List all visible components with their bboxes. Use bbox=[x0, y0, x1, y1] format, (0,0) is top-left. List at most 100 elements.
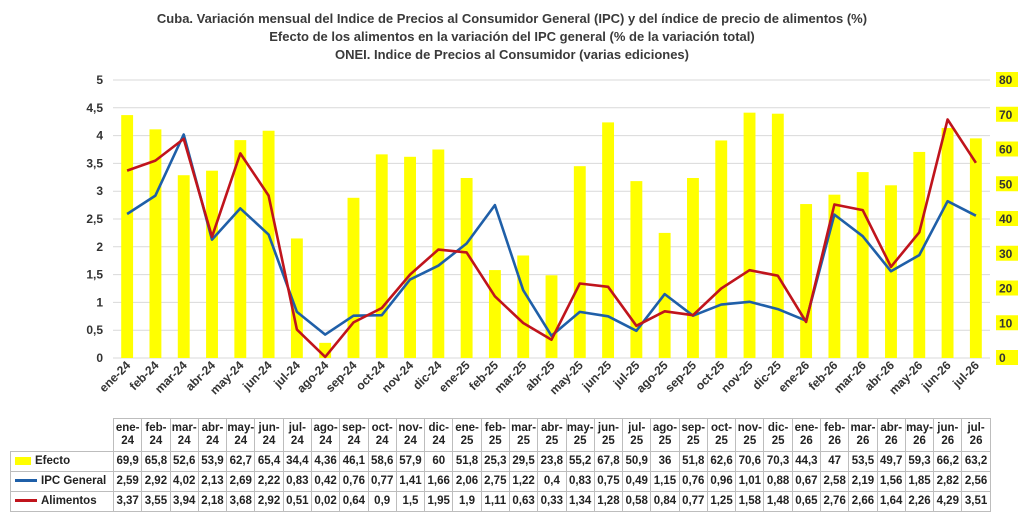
y-left-tick: 4 bbox=[96, 129, 103, 143]
x-tick-label: ene-25 bbox=[436, 358, 473, 395]
x-tick-label: ago-25 bbox=[634, 358, 671, 395]
y-left-tick: 2 bbox=[96, 240, 103, 254]
data-label: 1,64 bbox=[876, 491, 906, 512]
table-header-cell: may-25 bbox=[565, 418, 595, 452]
data-label: 0,75 bbox=[593, 471, 624, 492]
legend-label: IPC General bbox=[41, 475, 107, 487]
table-header-cell: mar-25 bbox=[508, 418, 539, 452]
y-axis-left: 0 0,5 1 1,5 2 2,5 3 3,5 4 4,5 5 bbox=[86, 73, 103, 365]
data-label: 0,02 bbox=[310, 491, 341, 512]
y-right-tick-box bbox=[996, 72, 1018, 87]
y-right-tick-box bbox=[996, 315, 1018, 331]
data-label: 70,6 bbox=[735, 451, 765, 472]
data-label: 55,2 bbox=[565, 451, 595, 472]
data-label: 0,83 bbox=[282, 471, 312, 492]
y-right-tick-box bbox=[996, 176, 1018, 192]
bar-efecto-may-24 bbox=[234, 140, 247, 358]
chart-titles: Cuba. Variación mensual del Indice de Pr… bbox=[0, 10, 1024, 64]
data-label: 57,9 bbox=[395, 451, 426, 472]
bar-efecto-ene-25 bbox=[460, 177, 473, 358]
bar-efecto-feb-26 bbox=[828, 194, 841, 358]
data-label: 1,56 bbox=[876, 471, 906, 492]
bar-efecto-ene-24 bbox=[121, 115, 134, 358]
data-label: 52,6 bbox=[169, 451, 199, 472]
legend-ipc-general: IPC General bbox=[10, 471, 114, 492]
table-header-cell: jun-24 bbox=[254, 418, 284, 452]
table-header-cell: jun-26 bbox=[933, 418, 963, 452]
data-label: 0,96 bbox=[706, 471, 737, 492]
data-label: 36 bbox=[650, 451, 680, 472]
data-label: 1,11 bbox=[480, 491, 510, 512]
data-label: 1,5 bbox=[395, 491, 426, 512]
data-label: 69,9 bbox=[112, 451, 143, 472]
y-right-tick: 80 bbox=[999, 73, 1013, 87]
chart-subtitle: Efecto de los alimentos en la variación … bbox=[269, 29, 755, 44]
data-label: 2,19 bbox=[848, 471, 878, 492]
data-label: 0,77 bbox=[367, 471, 397, 492]
bar-efecto-dic-24 bbox=[432, 149, 445, 358]
x-axis-labels: ene-24feb-24mar-24abr-24may-24jun-24jul-… bbox=[96, 358, 982, 397]
series-lines bbox=[126, 118, 977, 359]
data-label: 0,63 bbox=[508, 491, 539, 512]
data-label: 60 bbox=[424, 451, 454, 472]
data-label: 0,76 bbox=[678, 471, 708, 492]
y-right-tick-box bbox=[996, 141, 1018, 157]
data-label: 58,6 bbox=[367, 451, 397, 472]
y-right-tick-box bbox=[996, 350, 1018, 365]
table-header-cell: nov-24 bbox=[395, 418, 426, 452]
bar-efecto-oct-25 bbox=[715, 140, 728, 358]
data-label: 1,95 bbox=[424, 491, 454, 512]
table-row: Efecto 69,9 65,8 52,6 53,9 62,7 65,4 34,4 4,36 46… bbox=[10, 451, 991, 472]
bar-efecto-jul-25 bbox=[630, 181, 643, 358]
data-label: 34,4 bbox=[282, 451, 312, 472]
x-tick-label: ene-26 bbox=[775, 358, 812, 395]
data-label: 62,7 bbox=[226, 451, 256, 472]
bar-efecto-jun-24 bbox=[262, 130, 275, 358]
x-tick-label: jun-26 bbox=[918, 358, 954, 394]
bar-efecto-abr-24 bbox=[206, 170, 218, 358]
table-header-cell: dic-25 bbox=[763, 418, 793, 452]
table-header-cell: jul-25 bbox=[622, 418, 652, 452]
y-right-tick: 70 bbox=[999, 108, 1013, 122]
y-left-tick: 2,5 bbox=[86, 212, 103, 226]
table-header-cell: mar-26 bbox=[848, 418, 878, 452]
table-header-cell: nov-25 bbox=[735, 418, 765, 452]
x-tick-label: ago-24 bbox=[294, 358, 331, 395]
data-label: 3,68 bbox=[226, 491, 256, 512]
data-label: 49,7 bbox=[876, 451, 906, 472]
data-label: 2,66 bbox=[848, 491, 878, 512]
line-ipc-general bbox=[126, 133, 977, 338]
data-label: 0,88 bbox=[763, 471, 793, 492]
data-label: 65,4 bbox=[254, 451, 284, 472]
x-tick-label: jul-26 bbox=[949, 358, 982, 391]
data-label: 1,25 bbox=[706, 491, 737, 512]
bar-efecto-nov-25 bbox=[743, 112, 756, 358]
table-header-cell: sep-25 bbox=[678, 418, 708, 452]
y-right-tick: 30 bbox=[999, 247, 1013, 261]
bar-efecto-mar-25 bbox=[517, 255, 530, 358]
y-right-tick: 50 bbox=[999, 177, 1013, 191]
table-header-cell: ago-24 bbox=[310, 418, 341, 452]
table-header-cell: ene-24 bbox=[112, 418, 143, 452]
table-header-cell: oct-25 bbox=[706, 418, 737, 452]
chart-title: Cuba. Variación mensual del Indice de Pr… bbox=[156, 11, 868, 26]
data-label: 0,4 bbox=[537, 471, 567, 492]
bar-efecto-jun-26 bbox=[941, 127, 954, 358]
x-tick-label: jun-25 bbox=[579, 358, 615, 394]
legend-efecto: Efecto bbox=[10, 451, 114, 472]
data-label: 53,9 bbox=[197, 451, 228, 472]
bar-efecto-jun-25 bbox=[602, 122, 615, 359]
table-header-cell: dic-24 bbox=[424, 418, 454, 452]
x-tick-label: nov-24 bbox=[379, 358, 416, 395]
data-label: 0,58 bbox=[622, 491, 652, 512]
table-header-cell: jul-26 bbox=[961, 418, 991, 452]
bar-efecto-may-25 bbox=[573, 166, 586, 358]
y-right-tick: 40 bbox=[999, 212, 1013, 226]
table-header-cell: abr-24 bbox=[197, 418, 228, 452]
data-label: 1,15 bbox=[650, 471, 680, 492]
bar-efecto-sep-24 bbox=[347, 197, 360, 358]
bar-efecto-mar-24 bbox=[177, 175, 190, 358]
table-corner bbox=[10, 418, 114, 452]
x-tick-label: mar-24 bbox=[152, 358, 190, 396]
data-label: 0,84 bbox=[650, 491, 680, 512]
